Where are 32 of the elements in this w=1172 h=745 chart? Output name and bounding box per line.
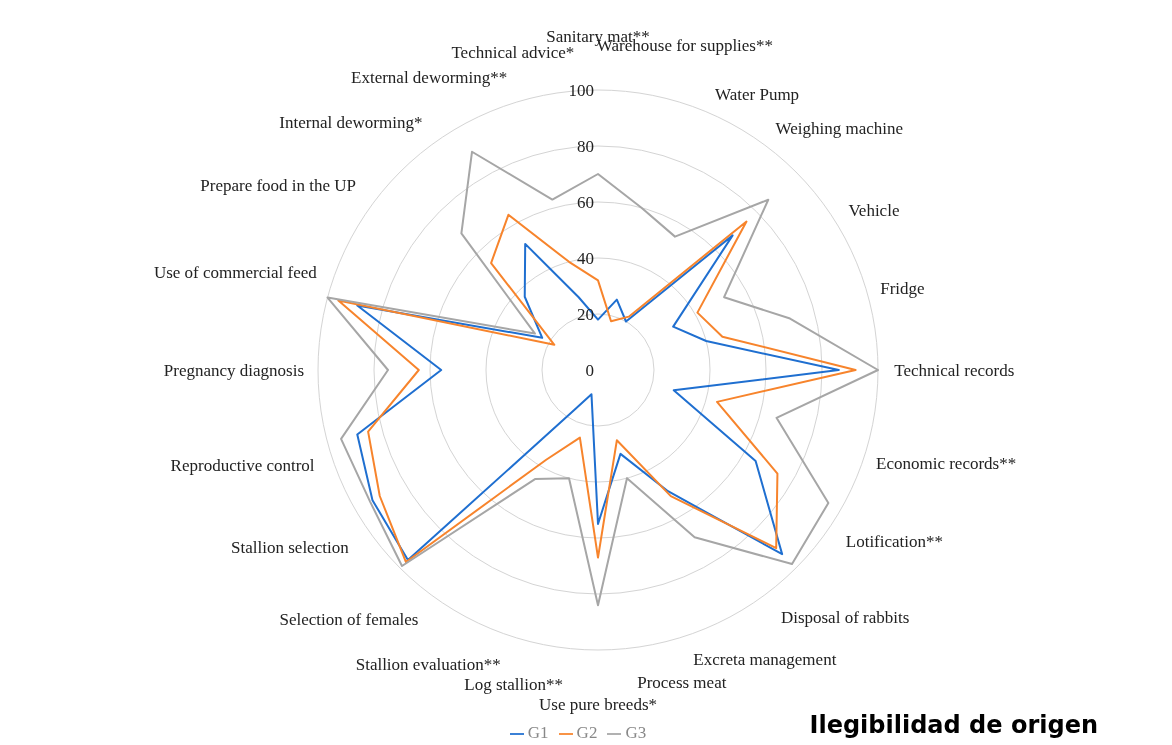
spoke-label: Weighing machine [775, 119, 904, 139]
y-tick-label: 80 [577, 136, 594, 156]
spoke-label: Economic records** [876, 453, 1017, 473]
spoke-label: Excreta management [693, 649, 837, 669]
spoke-label: Selection of females [279, 609, 419, 629]
spoke-label: External deworming** [351, 68, 508, 88]
y-tick-label: 0 [585, 360, 594, 380]
spoke-label: Vehicle [848, 201, 900, 221]
y-tick-label: 40 [577, 248, 594, 268]
spoke-label: Lotification** [845, 531, 944, 551]
spoke-label: Disposal of rabbits [780, 607, 910, 627]
spoke-label: Technical advice* [451, 42, 575, 62]
spoke-label: Internal deworming* [279, 113, 423, 133]
y-tick-label: 100 [568, 80, 594, 100]
text: Ilegibilidad de origen [809, 711, 1098, 739]
spoke-label: Technical records [894, 360, 1015, 380]
legend-label: G1 [527, 723, 549, 742]
spoke-label: Pregnancy diagnosis [163, 360, 305, 380]
spoke-label: Use of commercial feed [153, 263, 318, 283]
spoke-label: Water Pump [715, 84, 800, 104]
spoke-label: Stallion evaluation** [355, 654, 501, 674]
y-tick-label: 60 [577, 192, 594, 212]
legend-label: G2 [576, 723, 598, 742]
y-tick-label: 20 [577, 304, 594, 324]
spoke-label: Process meat [637, 673, 727, 693]
spoke-label: Use pure breeds* [538, 694, 658, 714]
spoke-label: Fridge [880, 278, 925, 298]
spoke-label: Log stallion** [464, 675, 564, 695]
spoke-label: Reproductive control [170, 455, 315, 475]
legend-label: G3 [625, 723, 647, 742]
spoke-label: Stallion selection [231, 538, 350, 558]
spoke-label: Prepare food in the UP [200, 175, 357, 195]
